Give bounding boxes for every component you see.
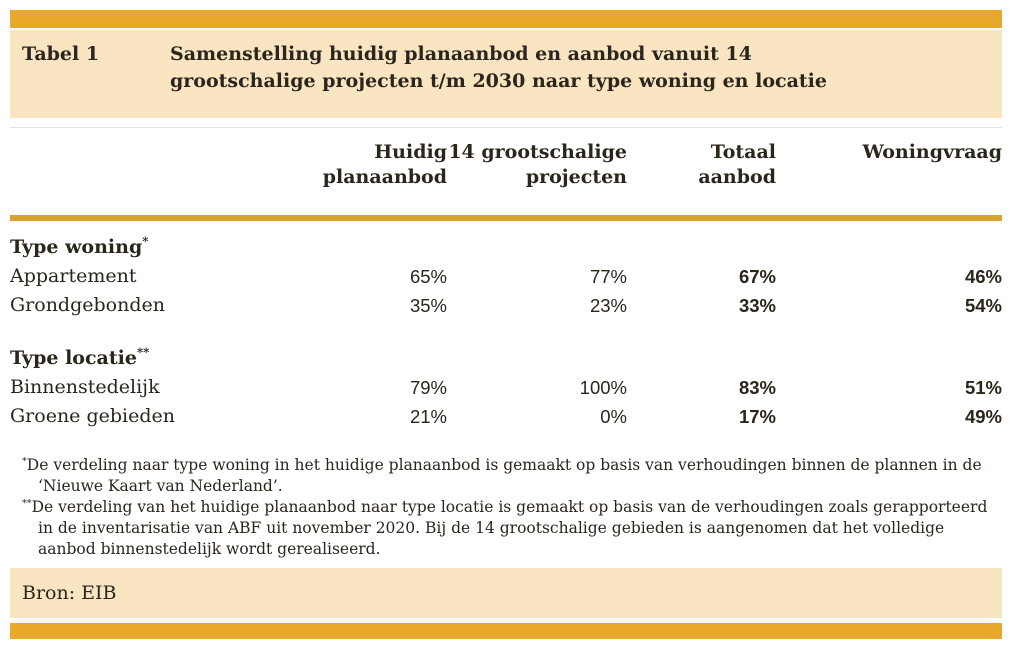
footnote-text: De verdeling naar type woning in het hui… [26,456,982,495]
column-header-14-grootschalige-projecten: 14 grootschalige projecten [447,140,627,221]
cell-value: 100% [579,377,627,398]
cell-value: 35% [409,295,447,316]
bottom-accent-bar [10,623,1002,639]
cell-value: 33% [738,295,776,316]
footnote-marker: ** [22,497,32,509]
cell-value: 23% [589,295,627,316]
footnote-marker: * [142,234,149,249]
cell-value: 67% [738,266,776,287]
section-heading-text: Type woning [10,236,143,258]
column-header-huidig-planaanbod: Huidig planaanbod [282,140,447,221]
cell-value: 46% [964,266,1002,287]
table-number-label: Tabel 1 [22,43,100,65]
footnote-2: **De verdeling van het huidige planaanbo… [22,497,990,560]
divider-hairline [10,127,1002,128]
table-row: Appartement 65% 77% 67% 46% [10,262,1002,291]
table-row: Binnenstedelijk 79% 100% 83% 51% [10,373,1002,402]
cell-value: 0% [600,406,627,427]
data-table: Huidig planaanbod 14 grootschalige proje… [10,140,1002,431]
cell-value: 49% [964,406,1002,427]
row-label-binnenstedelijk: Binnenstedelijk [10,376,160,398]
column-header-totaal-aanbod: Totaal aanbod [627,140,776,221]
cell-value: 51% [964,377,1002,398]
footnote-1: *De verdeling naar type woning in het hu… [22,455,990,497]
section-heading-type-woning: Type woning* [10,218,282,262]
section-heading-text: Type locatie [10,347,137,369]
column-header-woningvraag: Woningvraag [776,140,1002,221]
cell-value: 65% [409,266,447,287]
section-heading-type-locatie: Type locatie** [10,320,282,373]
cell-value: 54% [964,295,1002,316]
row-label-groene-gebieden: Groene gebieden [10,405,175,427]
table-title: Samenstelling huidig planaanbod en aanbo… [170,43,827,92]
table-row: Groene gebieden 21% 0% 17% 49% [10,402,1002,431]
row-label-grondgebonden: Grondgebonden [10,294,165,316]
cell-value: 83% [738,377,776,398]
footnote-marker: ** [136,345,150,360]
table-row: Grondgebonden 35% 23% 33% 54% [10,291,1002,320]
section-heading-row: Type woning* [10,218,1002,262]
top-accent-bar [10,10,1002,28]
section-heading-row: Type locatie** [10,320,1002,373]
footnotes: *De verdeling naar type woning in het hu… [10,455,1002,560]
cell-value: 79% [409,377,447,398]
column-header-row: Huidig planaanbod 14 grootschalige proje… [10,140,1002,221]
source-block: Bron: EIB [10,568,1002,618]
footnote-marker: * [22,455,27,467]
footnote-text: De verdeling van het huidige planaanbod … [31,498,988,558]
source-text: Bron: EIB [22,582,117,604]
cell-value: 21% [409,406,447,427]
table-title-block: Tabel 1 Samenstelling huidig planaanbod … [10,30,1002,118]
column-header-empty [10,140,282,221]
cell-value: 77% [589,266,627,287]
row-label-appartement: Appartement [10,265,137,287]
cell-value: 17% [738,406,776,427]
